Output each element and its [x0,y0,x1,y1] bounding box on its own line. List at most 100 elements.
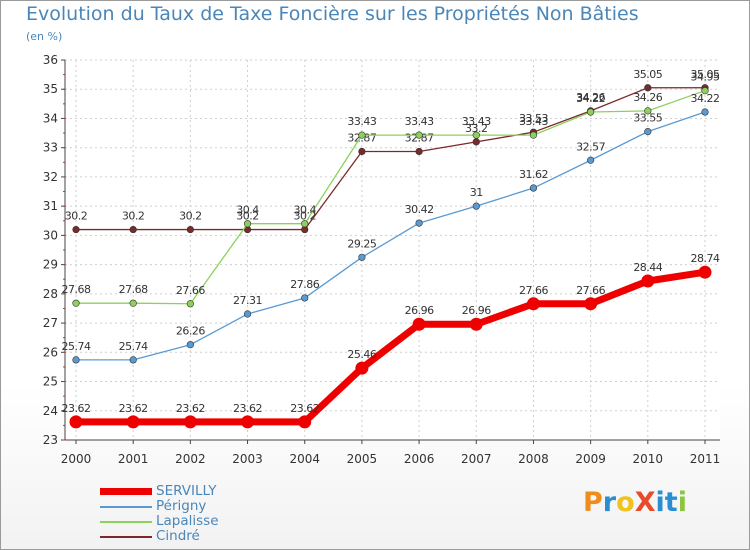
y-tick-label: 34 [43,111,58,125]
x-tick-label: 2002 [175,452,206,466]
data-label: 31.62 [519,168,548,181]
data-label: 27.66 [519,284,548,297]
data-point [526,297,540,311]
y-tick-label: 26 [43,345,58,359]
data-point [472,131,480,139]
legend-item-cindre[interactable]: Cindré [100,528,300,544]
data-label: 34.26 [576,91,605,104]
data-label: 33.43 [519,115,548,128]
data-point [358,253,366,261]
legend-item-servilly[interactable]: SERVILLY [100,483,300,499]
data-point [472,202,480,210]
x-tick-label: 2010 [633,452,664,466]
data-label: 23.62 [119,402,148,415]
data-point [301,294,309,302]
x-tick-label: 2006 [404,452,435,466]
logo-letter: P [583,487,603,518]
data-point [72,225,80,234]
data-point [243,310,252,318]
legend-label-perigny: Périgny [156,498,207,514]
data-point [641,274,655,288]
data-point [415,147,423,156]
data-point [472,138,480,146]
data-label: 35.05 [691,68,720,81]
logo-letter: o [616,487,635,518]
x-tick-label: 2011 [690,452,721,466]
data-label: 26.96 [462,304,491,317]
data-label: 34.22 [576,92,605,105]
data-point [644,128,652,136]
data-label: 32.57 [576,140,605,153]
data-point [644,107,652,115]
data-label: 25.74 [119,340,148,353]
data-point [358,131,366,139]
logo-letter: t [664,487,678,518]
data-label: 34.26 [633,91,662,104]
data-point [129,299,137,307]
data-label: 25.74 [62,340,91,353]
data-point [298,415,312,429]
data-label: 30.2 [179,210,202,223]
data-label: 31 [470,186,483,199]
data-label: 29.25 [347,237,376,250]
data-point [529,184,538,192]
legend-swatch-servilly [100,488,152,495]
legend-label-lapalisse: Lapalisse [156,513,219,529]
data-point [301,220,309,228]
data-label: 27.66 [576,284,605,297]
data-label: 30.42 [405,203,434,216]
y-tick-label: 33 [43,141,58,155]
data-point [644,84,652,92]
y-tick-label: 32 [43,170,58,184]
series-line-lapalisse [76,90,706,305]
legend: SERVILLY Périgny Lapalisse Cindré [100,483,300,544]
data-point [469,317,483,331]
data-label: 26.26 [176,325,205,338]
proxiti-logo: ProXiti [583,487,687,518]
logo-letter: X [634,487,656,518]
series-line-servilly [76,268,706,426]
data-label: 23.62 [176,402,205,415]
data-point [415,131,423,139]
data-point [186,300,194,308]
data-label: 23.62 [233,402,262,415]
data-label: 30.4 [236,204,259,217]
data-point [587,156,595,164]
data-label: 27.86 [290,278,319,291]
data-label: 33.53 [519,112,548,125]
logo-letter: i [677,487,687,518]
y-tick-label: 23 [43,433,58,447]
data-label: 27.68 [62,283,91,296]
legend-item-perigny[interactable]: Périgny [100,498,300,514]
data-label: 35.05 [633,68,662,81]
data-point [529,131,538,139]
data-label: 27.68 [119,283,148,296]
logo-letter: i [655,487,665,518]
data-point [241,415,255,429]
data-label: 33.43 [405,115,434,128]
data-label: 34.22 [691,92,720,105]
data-label: 28.44 [633,261,662,274]
data-point [415,219,423,227]
y-tick-label: 27 [43,316,58,330]
data-point [69,415,83,429]
data-label: 28.74 [691,252,720,265]
data-point [72,299,80,307]
data-point [355,361,369,375]
data-label: 33.2 [465,122,488,135]
data-label: 27.66 [176,284,205,297]
y-tick-label: 30 [43,228,58,242]
data-label: 30.4 [293,204,316,217]
x-tick-label: 2008 [518,452,549,466]
data-point [72,356,80,364]
data-label: 26.96 [405,304,434,317]
legend-item-lapalisse[interactable]: Lapalisse [100,513,300,529]
legend-label-servilly: SERVILLY [156,483,217,499]
data-label: 30.2 [236,210,259,223]
logo-letter: r [602,487,617,518]
y-tick-label: 25 [43,375,58,389]
x-tick-label: 2000 [61,452,92,466]
data-label: 25.46 [347,348,376,361]
plot-area [65,60,720,440]
